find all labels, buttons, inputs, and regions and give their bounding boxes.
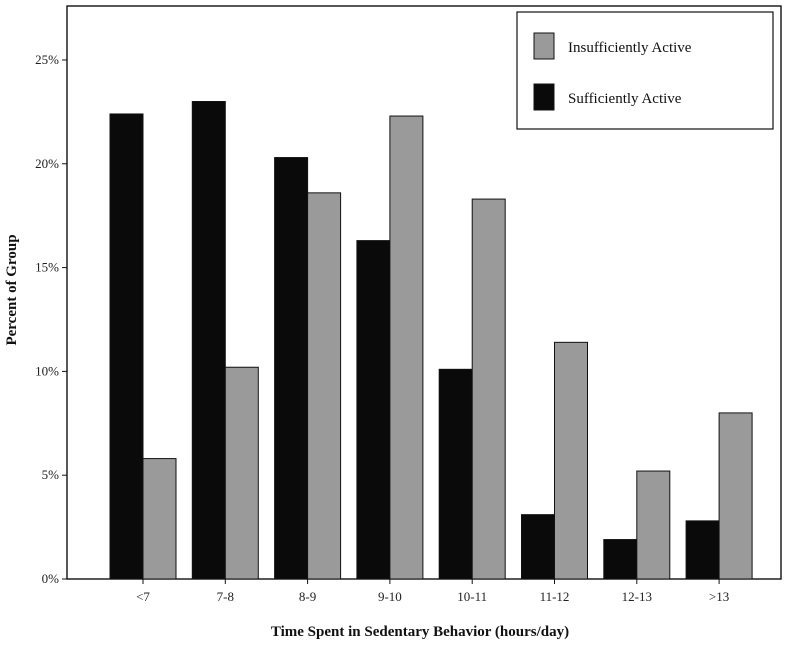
y-tick-label: 20% (35, 156, 59, 171)
bar-insufficiently-active-8 (718, 412, 753, 580)
bar-sufficiently-active-1 (109, 113, 144, 580)
bars-group (109, 101, 753, 580)
legend-label-sufficiently-active: Sufficiently Active (568, 91, 682, 107)
bar-sufficiently-active-8 (685, 520, 720, 580)
x-tick-label: 8-9 (299, 589, 316, 604)
bar-sufficiently-active-2 (191, 101, 226, 580)
bar-insufficiently-active-2 (224, 366, 259, 580)
x-tick-label: <7 (136, 589, 150, 604)
bar-sufficiently-active-7 (603, 539, 638, 580)
x-tick-label: 7-8 (217, 589, 234, 604)
y-axis: 0% 5% 10% 15% 20% 25% (35, 52, 67, 586)
bar-insufficiently-active-5 (471, 198, 506, 580)
x-tick-label: 11-12 (540, 589, 570, 604)
bar-sufficiently-active-5 (438, 368, 473, 580)
bar-insufficiently-active-4 (389, 115, 424, 580)
plot-frame (66, 5, 782, 580)
bar-insufficiently-active-1 (142, 458, 177, 580)
y-axis-title: Percent of Group (4, 234, 20, 345)
legend: Insufficiently Active Sufficiently Activ… (516, 11, 774, 130)
legend-label-insufficiently-active: Insufficiently Active (568, 40, 692, 56)
bar-insufficiently-active-7 (636, 470, 671, 580)
legend-swatch-insufficiently-active (533, 32, 555, 60)
x-tick-label: 10-11 (457, 589, 487, 604)
bar-sufficiently-active-3 (274, 157, 309, 580)
y-tick-label: 5% (42, 467, 60, 482)
bar-insufficiently-active-3 (307, 192, 342, 580)
y-tick-label: 0% (42, 571, 60, 586)
bar-sufficiently-active-4 (356, 240, 391, 580)
x-axis: <7 7-8 8-9 9-10 10-11 11-12 12-13 >13 (136, 579, 729, 604)
x-tick-label: >13 (709, 589, 729, 604)
bar-sufficiently-active-6 (521, 514, 555, 580)
x-axis-title: Time Spent in Sedentary Behavior (hours/… (271, 624, 569, 640)
bar-insufficiently-active-6 (554, 341, 588, 580)
y-tick-label: 15% (35, 260, 59, 275)
y-tick-label: 10% (35, 363, 59, 378)
x-tick-label: 9-10 (378, 589, 402, 604)
legend-box (516, 11, 774, 130)
legend-swatch-sufficiently-active (533, 83, 555, 111)
y-tick-label: 25% (35, 52, 59, 67)
x-tick-label: 12-13 (622, 589, 652, 604)
